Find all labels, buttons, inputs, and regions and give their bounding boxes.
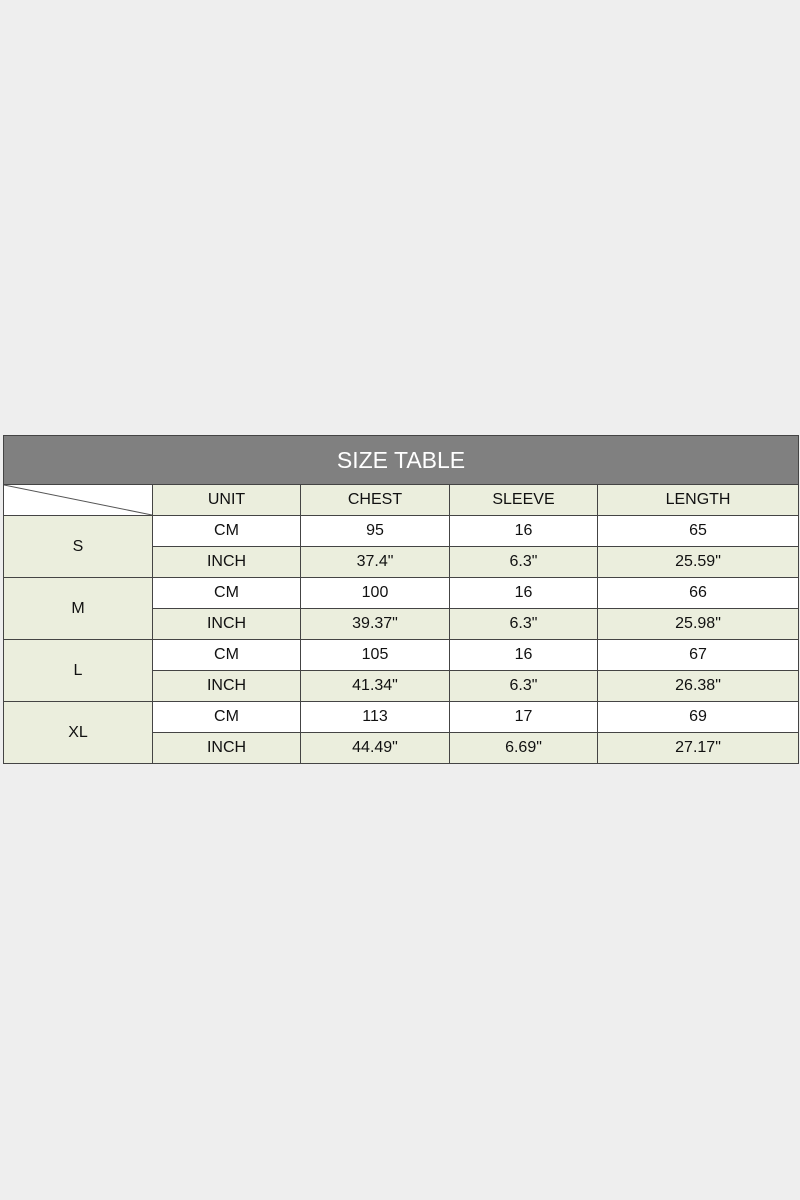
diagonal-corner-cell (3, 484, 153, 516)
table-row: XL CM 113 17 69 (3, 701, 800, 764)
value-cell: 65 (596, 515, 800, 547)
size-label: S (3, 515, 153, 578)
value-cell: 66 (596, 577, 800, 609)
unit-cell: CM (152, 639, 301, 671)
value-cell: 41.34" (300, 670, 450, 702)
value-cell: 100 (300, 577, 450, 609)
title-row: SIZE TABLE (2, 435, 800, 485)
value-cell: 105 (300, 639, 450, 671)
header-row: UNIT CHEST SLEEVE LENGTH (3, 484, 800, 516)
unit-cell: CM (152, 701, 301, 733)
value-cell: 113 (300, 701, 450, 733)
table-row: INCH 44.49" 6.69" 27.17" (4, 732, 800, 764)
size-label: L (3, 639, 153, 702)
size-label: M (3, 577, 153, 640)
unit-cell: INCH (152, 546, 301, 578)
size-table: SIZE TABLE UNIT CHEST SLEEVE LENGTH S CM 9… (2, 435, 800, 764)
value-cell: 6.3" (449, 608, 598, 640)
unit-cell: INCH (152, 732, 301, 764)
unit-cell: CM (152, 515, 301, 547)
value-cell: 26.38" (596, 670, 800, 702)
unit-cell: INCH (152, 608, 301, 640)
value-cell: 69 (596, 701, 800, 733)
value-cell: 25.59" (596, 546, 800, 578)
header-unit: UNIT (152, 484, 301, 516)
header-sleeve: SLEEVE (449, 484, 598, 516)
value-cell: 16 (449, 577, 598, 609)
value-cell: 16 (449, 515, 598, 547)
unit-cell: INCH (152, 670, 301, 702)
table-row: L CM 105 16 67 (3, 639, 800, 702)
table-row: INCH 41.34" 6.3" 26.38" (4, 670, 800, 702)
table-title: SIZE TABLE (2, 435, 800, 485)
value-cell: 37.4" (300, 546, 450, 578)
table-row: S CM 95 16 65 (3, 515, 800, 578)
value-cell: 25.98" (596, 608, 800, 640)
value-cell: 67 (596, 639, 800, 671)
size-label: XL (3, 701, 153, 764)
value-cell: 6.69" (449, 732, 598, 764)
value-cell: 6.3" (449, 546, 598, 578)
value-cell: 27.17" (596, 732, 800, 764)
unit-cell: CM (152, 577, 301, 609)
header-chest: CHEST (300, 484, 450, 516)
value-cell: 44.49" (300, 732, 450, 764)
value-cell: 17 (449, 701, 598, 733)
header-length: LENGTH (596, 484, 800, 516)
table-row: INCH 37.4" 6.3" 25.59" (4, 546, 800, 578)
value-cell: 95 (300, 515, 450, 547)
value-cell: 39.37" (300, 608, 450, 640)
table-row: INCH 39.37" 6.3" 25.98" (4, 608, 800, 640)
value-cell: 6.3" (449, 670, 598, 702)
table-row: M CM 100 16 66 (3, 577, 800, 640)
value-cell: 16 (449, 639, 598, 671)
